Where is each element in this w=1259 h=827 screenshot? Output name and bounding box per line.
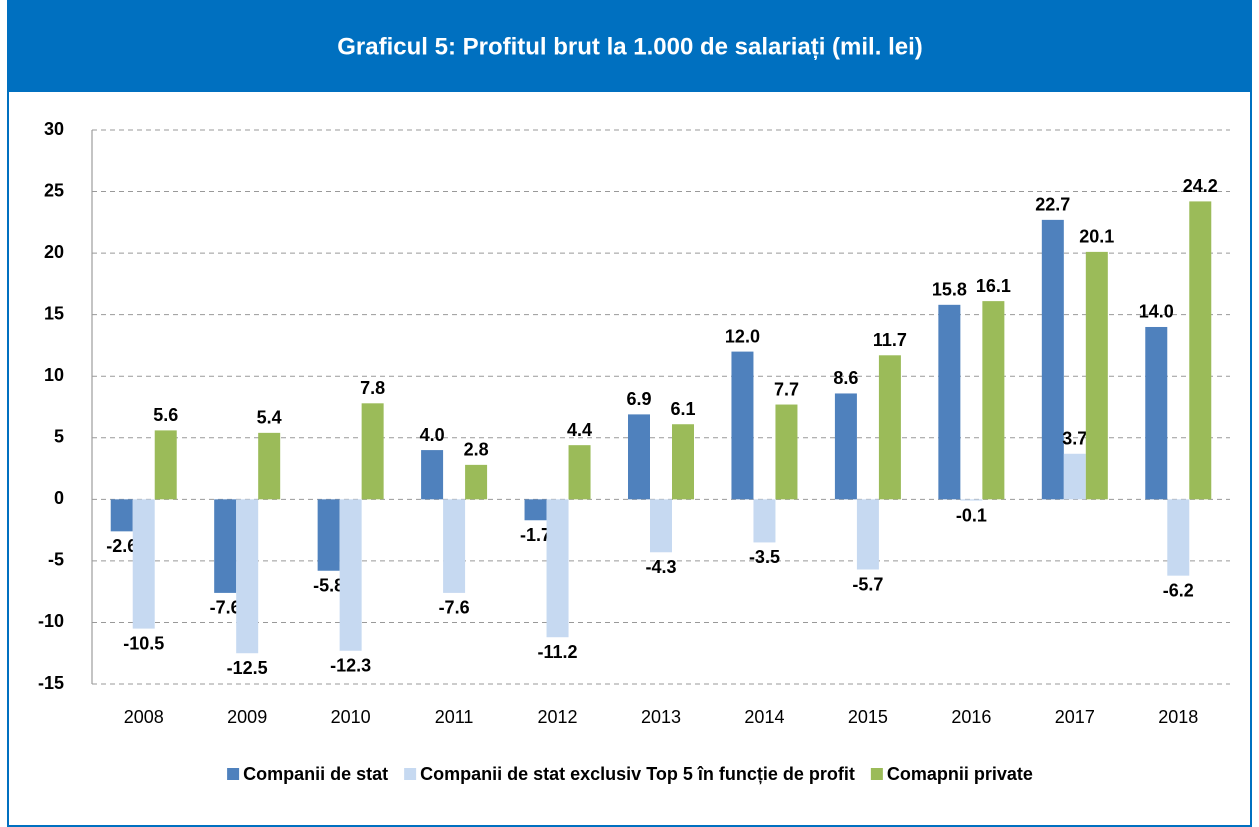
bar	[982, 301, 1005, 500]
data-label: -5.7	[852, 574, 883, 594]
legend-swatch	[227, 768, 240, 780]
x-tick-label: 2009	[227, 707, 267, 727]
data-label: -1.7	[520, 525, 551, 545]
data-label: -7.6	[439, 598, 470, 618]
x-tick-label: 2017	[1055, 707, 1095, 727]
bar	[1041, 219, 1064, 500]
bar	[110, 499, 133, 532]
bar	[672, 424, 694, 500]
y-tick-label: 10	[44, 365, 64, 385]
bar	[1189, 201, 1212, 500]
bar	[856, 499, 879, 570]
bar	[132, 499, 155, 629]
x-tick-label: 2011	[435, 707, 474, 727]
x-tick-label: 2013	[641, 707, 681, 727]
data-label: 4.4	[567, 420, 592, 440]
bar	[1145, 326, 1168, 500]
data-label: 15.8	[932, 280, 967, 300]
data-label: 20.1	[1079, 227, 1114, 247]
y-tick-label: 5	[54, 427, 64, 447]
bar	[628, 414, 650, 500]
bar	[258, 432, 281, 500]
data-label: 14.0	[1139, 302, 1174, 322]
bar	[938, 304, 961, 500]
legend-label: Comapnii private	[887, 764, 1033, 784]
x-tick-label: 2008	[124, 707, 164, 727]
chart-title: Graficul 5: Profitul brut la 1.000 de sa…	[337, 33, 923, 60]
y-tick-label: -5	[48, 550, 64, 570]
data-label: 8.6	[833, 368, 858, 388]
data-label: 6.9	[626, 389, 651, 409]
data-label: -6.2	[1163, 580, 1194, 600]
data-label: 11.7	[873, 330, 907, 350]
data-label: 5.4	[257, 408, 282, 428]
y-tick-label: 25	[44, 180, 64, 200]
bar	[753, 499, 776, 543]
bar	[465, 464, 488, 500]
y-tick-label: -10	[38, 611, 64, 631]
bar	[154, 430, 177, 500]
data-label: 4.0	[420, 425, 445, 445]
bar	[960, 499, 983, 501]
data-label: 7.8	[360, 378, 385, 398]
data-label: 16.1	[976, 276, 1011, 296]
data-label: 5.6	[153, 405, 178, 425]
data-label: -2.6	[106, 536, 137, 556]
bar	[421, 450, 444, 500]
data-label: 22.7	[1035, 195, 1070, 215]
bar	[775, 404, 798, 500]
y-tick-label: 20	[44, 242, 64, 262]
bar	[1167, 499, 1190, 576]
data-label: -10.5	[123, 633, 164, 653]
bar	[317, 499, 340, 571]
legend-label: Companii de stat	[243, 764, 388, 784]
y-tick-label: 0	[54, 488, 64, 508]
data-label: -12.5	[227, 658, 268, 678]
bar	[443, 499, 466, 593]
bar	[546, 499, 569, 638]
x-tick-label: 2015	[848, 707, 888, 727]
data-label: -12.3	[330, 656, 371, 676]
data-label: -0.1	[956, 505, 987, 525]
bar	[339, 499, 362, 651]
data-label: -11.2	[538, 642, 578, 662]
bar	[524, 499, 547, 521]
bar	[731, 351, 754, 500]
bar	[568, 445, 591, 500]
bar	[650, 499, 672, 553]
bar	[1063, 453, 1086, 500]
y-tick-label: -15	[38, 673, 64, 693]
data-label: 24.2	[1183, 176, 1218, 196]
y-tick-label: 15	[44, 303, 64, 323]
data-label: 2.8	[464, 440, 489, 460]
data-label: -5.8	[313, 575, 344, 595]
legend-swatch	[870, 768, 883, 780]
data-label: -4.3	[645, 557, 676, 577]
frame	[7, 0, 1252, 827]
x-tick-label: 2014	[744, 707, 784, 727]
legend-swatch	[404, 768, 417, 780]
data-label: 7.7	[774, 379, 799, 399]
data-label: -3.5	[749, 547, 780, 567]
x-tick-label: 2018	[1158, 707, 1198, 727]
data-label: 3.7	[1062, 429, 1087, 449]
header	[8, 0, 1251, 92]
bar	[236, 499, 259, 654]
bar	[214, 499, 237, 593]
bar	[834, 393, 857, 500]
x-tick-label: 2010	[331, 707, 371, 727]
bar	[361, 403, 384, 500]
data-label: 6.1	[670, 399, 695, 419]
data-label: 12.0	[725, 326, 760, 346]
data-label: -7.6	[210, 598, 241, 618]
bar	[1085, 251, 1108, 500]
x-tick-label: 2012	[538, 707, 578, 727]
legend-label: Companii de stat exclusiv Top 5 în funcț…	[420, 764, 855, 784]
x-tick-label: 2016	[951, 707, 991, 727]
bar	[878, 355, 901, 500]
y-tick-label: 30	[44, 119, 64, 139]
